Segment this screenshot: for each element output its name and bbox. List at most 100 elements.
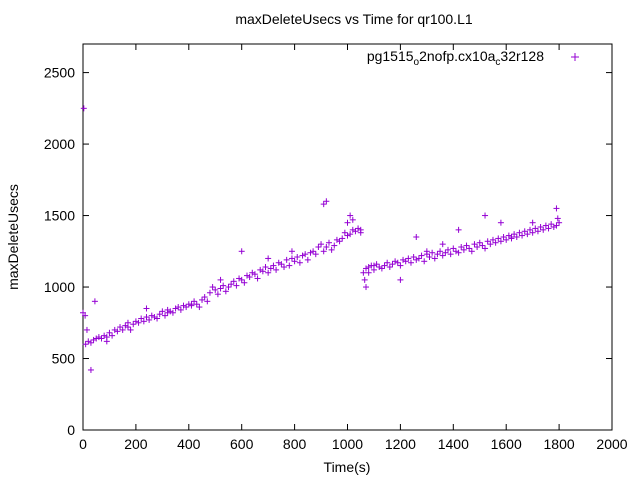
- x-tick-label-1: 200: [124, 436, 148, 452]
- data-point: [497, 238, 504, 245]
- data-point: [524, 231, 531, 238]
- y-tick-label-2: 1000: [44, 279, 75, 295]
- x-tick-label-10: 2000: [596, 436, 627, 452]
- data-point: [339, 235, 346, 242]
- data-point: [146, 316, 153, 323]
- data-point: [175, 304, 182, 311]
- data-point: [106, 329, 113, 336]
- data-point: [127, 326, 134, 333]
- data-point: [333, 236, 340, 243]
- data-point: [201, 294, 208, 301]
- data-point: [254, 275, 261, 282]
- data-point: [278, 261, 285, 268]
- data-point: [312, 251, 319, 258]
- data-point: [505, 232, 512, 239]
- data-point: [415, 255, 422, 262]
- data-point: [270, 262, 277, 269]
- data-point: [476, 239, 483, 246]
- data-point: [376, 264, 383, 271]
- data-point: [397, 262, 404, 269]
- data-point: [413, 234, 420, 240]
- data-point: [204, 298, 211, 305]
- x-tick-label-4: 800: [283, 436, 307, 452]
- data-point: [442, 249, 449, 256]
- data-point: [93, 335, 100, 342]
- x-axis-label: Time(s): [324, 459, 371, 475]
- data-point: [283, 256, 290, 263]
- data-point: [114, 328, 121, 335]
- data-point: [177, 306, 184, 313]
- y-tick-label-3: 1500: [44, 208, 75, 224]
- data-point: [532, 225, 539, 232]
- data-point: [299, 252, 306, 259]
- data-point: [286, 262, 293, 269]
- data-point: [91, 298, 98, 305]
- data-point: [143, 314, 150, 321]
- x-tick-label-6: 1200: [385, 436, 416, 452]
- data-point: [241, 279, 248, 286]
- data-point: [540, 226, 547, 233]
- data-point: [352, 228, 359, 235]
- data-point: [193, 301, 200, 308]
- data-point: [209, 284, 216, 291]
- data-point: [402, 258, 409, 265]
- data-point: [439, 241, 446, 248]
- data-point: [294, 254, 301, 261]
- data-point: [315, 244, 322, 251]
- data-point: [307, 249, 314, 256]
- data-point: [169, 309, 176, 316]
- x-tick-label-0: 0: [79, 436, 87, 452]
- data-point: [320, 201, 327, 208]
- data-point: [542, 222, 549, 229]
- data-point: [132, 318, 139, 325]
- data-point: [159, 308, 166, 315]
- data-point: [460, 246, 467, 253]
- data-point: [124, 319, 131, 326]
- data-point: [554, 215, 561, 222]
- data-point: [407, 259, 414, 266]
- data-point: [95, 334, 102, 341]
- data-point: [484, 238, 491, 245]
- data-point: [418, 252, 425, 259]
- data-point: [458, 244, 465, 251]
- legend-label-sub1: o: [414, 57, 420, 68]
- data-point: [217, 285, 224, 292]
- data-point: [251, 271, 258, 278]
- data-point: [363, 265, 370, 272]
- data-point: [161, 312, 168, 319]
- data-point: [466, 245, 473, 252]
- data-point: [220, 282, 227, 289]
- x-tick-label-2: 400: [177, 436, 201, 452]
- data-point: [101, 332, 108, 339]
- data-point: [140, 318, 147, 325]
- data-point: [212, 286, 219, 293]
- data-point: [479, 242, 486, 249]
- data-point: [421, 258, 428, 265]
- data-point: [275, 259, 282, 266]
- data-point: [199, 296, 206, 303]
- legend-label-prefix: pg1515: [367, 48, 414, 64]
- data-point: [400, 256, 407, 263]
- data-point: [548, 221, 555, 228]
- x-tick-label-7: 1400: [438, 436, 469, 452]
- x-tick-label-3: 600: [230, 436, 254, 452]
- data-point: [392, 258, 399, 265]
- data-point: [154, 315, 161, 322]
- data-point: [423, 248, 430, 255]
- data-point: [233, 282, 240, 289]
- data-point: [397, 276, 404, 283]
- data-point: [273, 266, 280, 273]
- legend-label-middle: 2nofp.cx10a: [419, 48, 495, 64]
- data-point: [434, 251, 441, 258]
- data-point: [323, 198, 330, 205]
- data-point: [336, 238, 343, 245]
- data-point: [527, 226, 534, 233]
- legend-label-sub2: c: [495, 57, 500, 68]
- data-point: [257, 266, 264, 273]
- data-point: [487, 241, 494, 248]
- data-point: [529, 229, 536, 236]
- data-point: [288, 248, 295, 255]
- data-point: [217, 276, 224, 283]
- data-point: [225, 284, 232, 291]
- data-point: [249, 269, 256, 276]
